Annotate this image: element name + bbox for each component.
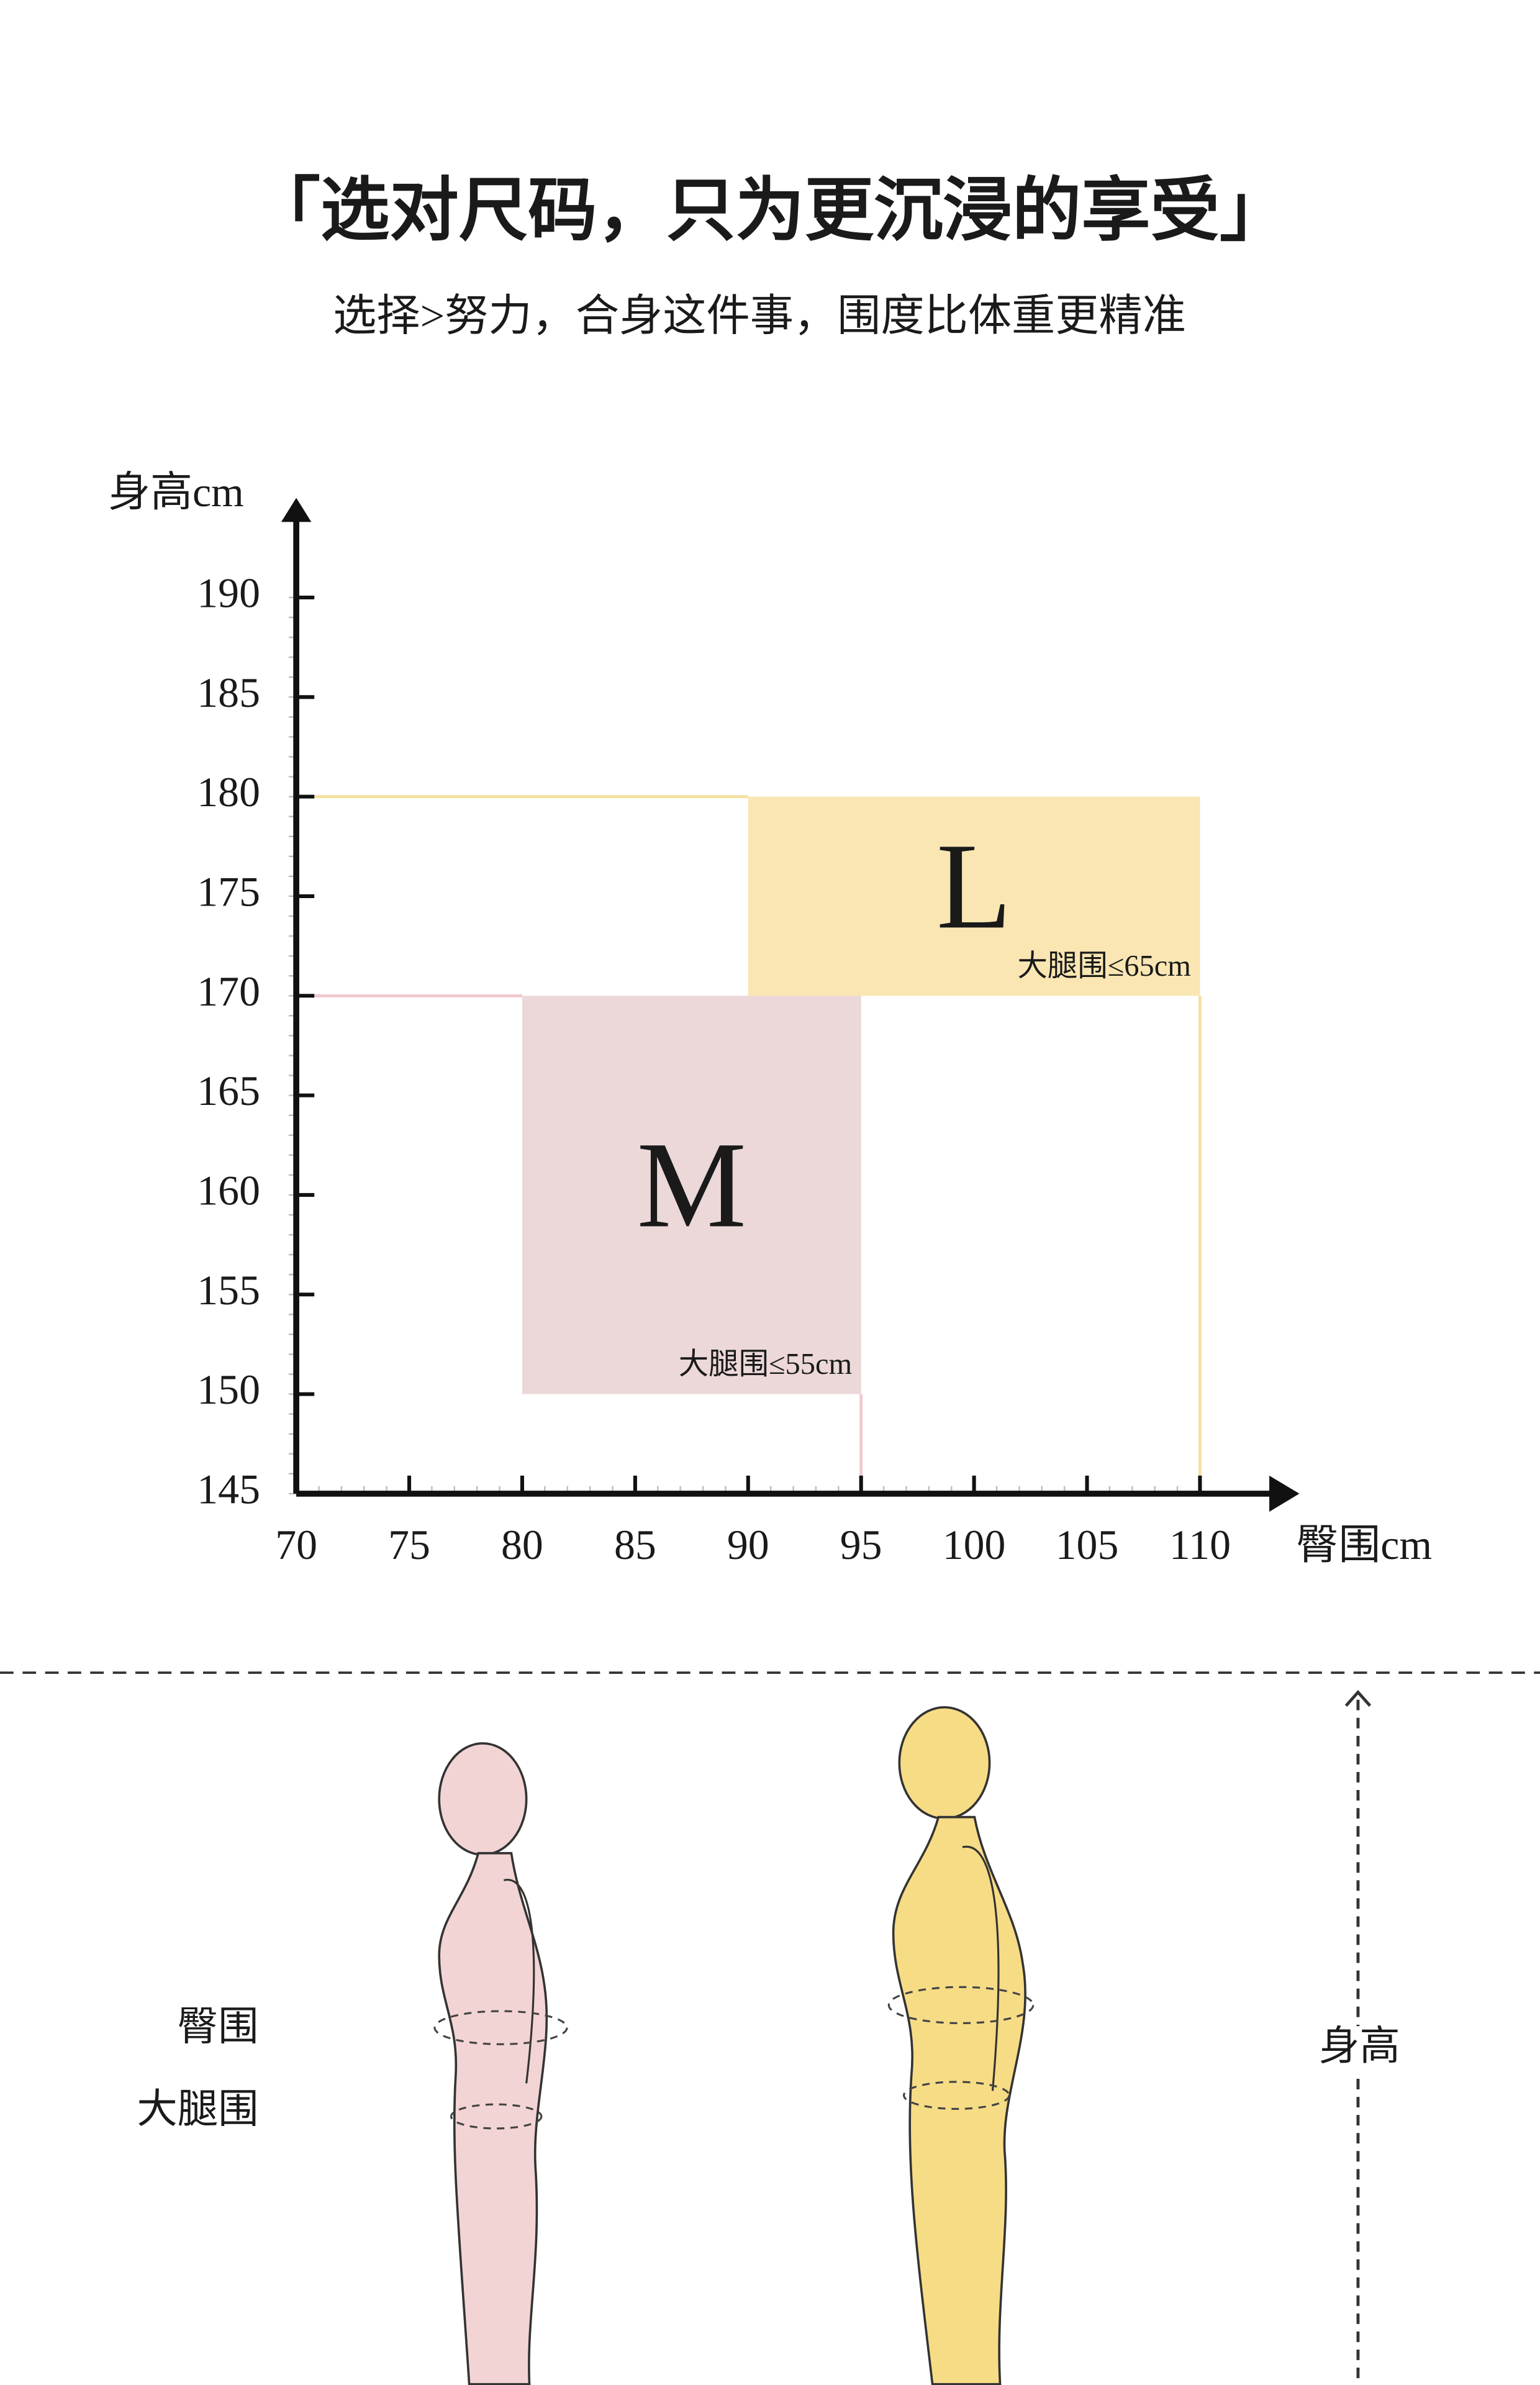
figure-pink [433, 1742, 568, 2385]
size-note: 大腿围≤65cm [1017, 950, 1190, 983]
figure-yellow [887, 1706, 1035, 2385]
title: 「选对尺码，只为更沉浸的享受」 [251, 173, 1289, 250]
y-arrow [281, 497, 312, 522]
y-tick-label: 155 [197, 1267, 260, 1314]
y-tick-label: 160 [197, 1167, 260, 1214]
size-letter: M [637, 1116, 747, 1253]
x-tick-label: 70 [275, 1522, 317, 1568]
x-tick-label: 75 [388, 1522, 430, 1568]
x-tick-label: 80 [501, 1522, 543, 1568]
y-tick-label: 185 [197, 670, 260, 716]
label-bg [1320, 2026, 1399, 2074]
size-letter: L [936, 817, 1012, 954]
hip-label: 臀围 [178, 2005, 259, 2050]
x-tick-label: 95 [840, 1522, 882, 1568]
x-tick-label: 85 [614, 1522, 656, 1568]
x-tick-label: 100 [943, 1522, 1006, 1568]
subtitle: 选择>努力，合身这件事，围度比体重更精准 [333, 292, 1186, 340]
y-tick-label: 170 [197, 968, 260, 1015]
size-note: 大腿围≤55cm [679, 1348, 852, 1381]
height-label: 身高 [1319, 2024, 1400, 2069]
height-arrowhead [1344, 1689, 1372, 1707]
thigh-label: 大腿围 [137, 2087, 258, 2132]
x-axis-label: 臀围cm [1297, 1522, 1432, 1568]
y-axis-label: 身高cm [108, 469, 243, 516]
y-tick-label: 175 [197, 869, 260, 915]
size-region [522, 996, 861, 1394]
y-tick-label: 165 [197, 1068, 260, 1114]
x-arrow [1269, 1475, 1300, 1512]
x-tick-label: 105 [1056, 1522, 1119, 1568]
size-region [748, 796, 1200, 996]
y-tick-label: 180 [197, 769, 260, 815]
y-tick-label: 145 [197, 1466, 260, 1512]
y-tick-label: 150 [197, 1366, 260, 1413]
x-tick-label: 110 [1169, 1522, 1231, 1568]
x-tick-label: 90 [727, 1522, 769, 1568]
y-tick-label: 190 [197, 570, 260, 617]
